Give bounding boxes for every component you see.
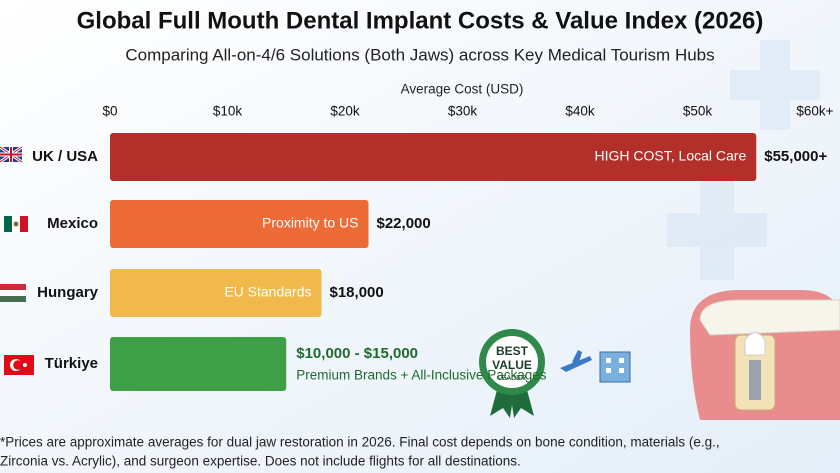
category-label: UK / USA <box>32 148 98 165</box>
flag-turkiye <box>4 355 34 375</box>
bar-annotation: Proximity to US <box>262 215 358 231</box>
dental-illustration <box>690 290 840 420</box>
bar-annotation: Premium Brands + All-Inclusive Packages <box>296 368 546 383</box>
value-label: $10,000 - $15,000 <box>296 345 418 362</box>
bar <box>110 337 287 391</box>
footnote: *Prices are approximate averages for dua… <box>0 435 720 450</box>
badge-text: BEST <box>496 344 529 358</box>
category-label: Hungary <box>37 284 99 301</box>
x-tick-label: $0 <box>102 104 117 119</box>
x-tick-label: $10k <box>213 104 243 119</box>
bar <box>110 269 322 317</box>
bar <box>110 133 757 181</box>
x-tick-label: $30k <box>448 104 478 119</box>
flag-uk <box>0 145 23 164</box>
bar <box>110 200 369 248</box>
badge-text: VALUE <box>492 358 532 372</box>
value-label: $22,000 <box>377 215 431 232</box>
flag-hungary <box>0 284 26 302</box>
travel-icons <box>560 350 631 383</box>
footnote: Zirconia vs. Acrylic), and surgeon exper… <box>0 454 521 469</box>
x-tick-label: $60k+ <box>796 104 833 119</box>
x-axis-label: Average Cost (USD) <box>401 82 524 97</box>
value-label: $18,000 <box>330 284 384 301</box>
decor-crosses <box>667 40 820 280</box>
x-tick-label: $40k <box>565 104 595 119</box>
bar-annotation: HIGH COST, Local Care <box>595 148 747 164</box>
flag-mexico <box>4 216 28 232</box>
badge: BEST VALUE LEADER <box>479 329 545 418</box>
category-label: Türkiye <box>45 355 98 372</box>
x-tick-label: $20k <box>330 104 360 119</box>
chart-subtitle: Comparing All-on-4/6 Solutions (Both Jaw… <box>125 45 714 64</box>
chart-title: Global Full Mouth Dental Implant Costs &… <box>77 7 764 34</box>
category-label: Mexico <box>47 215 98 232</box>
value-label: $55,000+ <box>764 148 827 165</box>
bar-annotation: EU Standards <box>224 284 311 300</box>
badge-text: LEADER <box>498 375 526 382</box>
x-tick-label: $50k <box>683 104 713 119</box>
